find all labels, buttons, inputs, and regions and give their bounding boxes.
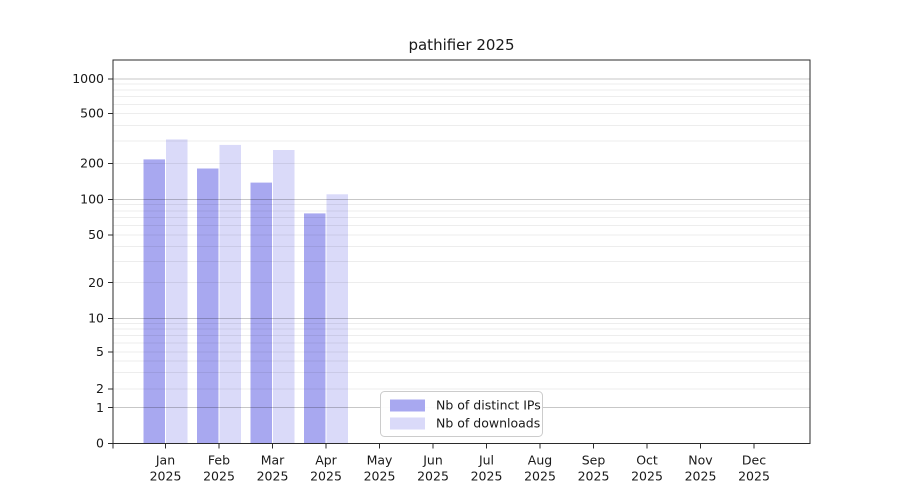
y-tick-label: 50 xyxy=(88,227,104,242)
y-tick-label: 1 xyxy=(96,400,104,415)
x-tick-label: Nov 2025 xyxy=(685,452,717,483)
x-tick-label: Apr 2025 xyxy=(310,452,342,483)
bar-mar-downloads xyxy=(273,150,295,444)
x-tick-label: Oct 2025 xyxy=(631,452,663,483)
legend-swatch-ips xyxy=(390,399,425,412)
y-tick-label: 100 xyxy=(80,192,104,207)
bar-apr-ips xyxy=(304,213,326,444)
x-tick-label: Jun 2025 xyxy=(417,452,449,483)
bar-feb-ips xyxy=(197,168,219,444)
bars-layer xyxy=(143,139,348,444)
gridlines-layer xyxy=(113,78,810,409)
bar-feb-downloads xyxy=(219,144,241,444)
y-tick-label: 2 xyxy=(96,381,104,396)
x-tick-label: May 2025 xyxy=(364,452,396,483)
x-tick-label: Mar 2025 xyxy=(257,452,289,483)
bar-apr-downloads xyxy=(326,194,348,444)
x-tick-label: Dec 2025 xyxy=(738,452,770,483)
legend-label-downloads: Nb of downloads xyxy=(436,416,540,431)
y-tick-label: 20 xyxy=(88,275,104,290)
bar-jan-ips xyxy=(143,159,165,444)
y-tick-label: 200 xyxy=(80,156,104,171)
legend-label-ips: Nb of distinct IPs xyxy=(436,398,541,413)
x-tick-label: Feb 2025 xyxy=(203,452,235,483)
x-tick-label: Sep 2025 xyxy=(578,452,610,483)
y-tick-label: 500 xyxy=(80,106,104,121)
legend: Nb of distinct IPs Nb of downloads xyxy=(380,391,543,437)
bar-mar-ips xyxy=(250,182,272,444)
legend-swatch-downloads xyxy=(390,417,425,430)
x-tick-label: Aug 2025 xyxy=(524,452,556,483)
bar-jan-downloads xyxy=(166,139,188,444)
y-tick-label: 5 xyxy=(96,344,104,359)
axes-layer: 0 1 2 5 10 20 50 100 200 500 1000 Jan 2025 Feb 2025 Mar… xyxy=(72,59,811,483)
y-tick-label: 10 xyxy=(88,311,104,326)
plot-border xyxy=(112,59,811,444)
x-tick-label: Jan 2025 xyxy=(150,452,182,483)
chart-title: pathifier 2025 xyxy=(408,36,514,54)
y-tick-label: 0 xyxy=(96,436,104,451)
y-tick-label: 1000 xyxy=(72,71,104,86)
x-tick-label: Jul 2025 xyxy=(471,452,503,483)
